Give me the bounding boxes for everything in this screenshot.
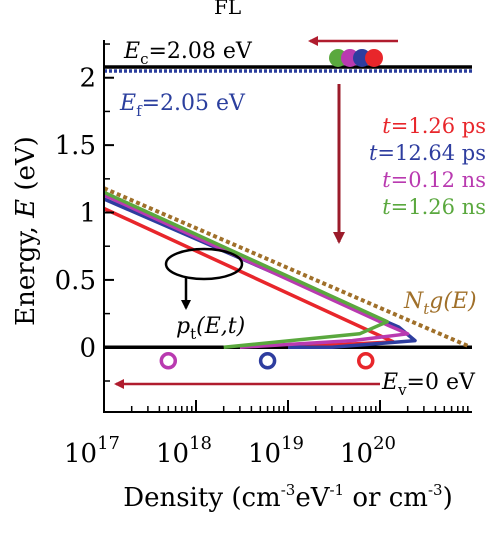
x-tick-label: 1020 — [340, 433, 396, 469]
x-tick-label: 1019 — [248, 433, 304, 469]
series-line-1 — [103, 206, 396, 350]
hole — [356, 352, 375, 370]
series-line-2 — [103, 197, 417, 350]
y-tick-label: 0.5 — [55, 266, 96, 296]
legend-entry-2: t=12.64 ps — [369, 141, 486, 165]
axis-ticks: 0 0.5 1 1.5 2 1017 1018 1019 1020 — [55, 43, 469, 469]
hole — [258, 352, 277, 370]
carriers — [159, 48, 383, 370]
conduction-band-label: Ec=2.08 eV — [123, 39, 253, 68]
legend-entry-3: t=0.12 ns — [382, 168, 486, 192]
x-tick-label: 1018 — [156, 433, 212, 469]
y-tick-label: 1.5 — [55, 131, 96, 161]
y-tick-label: 1 — [79, 199, 96, 229]
valence-band-label: Ev=0 eV — [381, 370, 476, 399]
x-tick-label: 1017 — [64, 433, 120, 469]
hole — [159, 352, 178, 370]
y-tick-label: 0 — [79, 333, 96, 363]
plot-area — [103, 65, 472, 350]
dos-line — [103, 186, 471, 349]
title-fragment: FL — [214, 0, 241, 19]
legend: t=1.26 ps t=12.64 ps t=0.12 ns t=1.26 ns — [369, 114, 486, 219]
legend-entry-1: t=1.26 ps — [382, 114, 486, 138]
fermi-level-label: Ef=2.05 eV — [119, 91, 246, 120]
series-line-3 — [103, 193, 410, 350]
annotation-label: pt(E,t) — [176, 314, 245, 343]
dos-label: Ntg(E) — [403, 289, 477, 318]
x-axis-label: Density (cm-3eV-1 or cm-3) — [123, 481, 452, 513]
y-axis-label: Energy, E (eV) — [11, 136, 41, 326]
series-line-4 — [103, 190, 390, 350]
legend-entry-4: t=1.26 ns — [382, 195, 486, 219]
y-tick-label: 2 — [79, 64, 96, 94]
electron — [365, 48, 383, 67]
annotation-ellipse — [164, 247, 244, 281]
